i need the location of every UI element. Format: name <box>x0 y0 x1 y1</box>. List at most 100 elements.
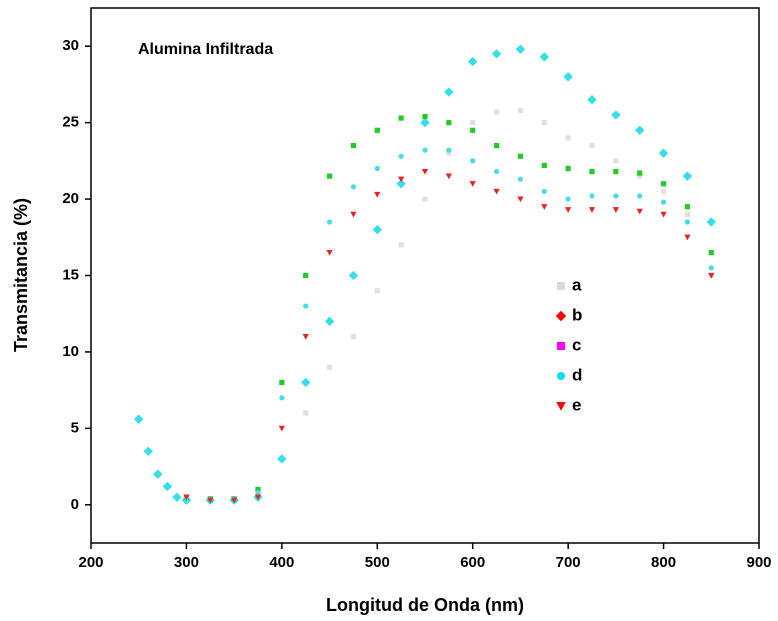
data-point <box>539 52 549 62</box>
data-point <box>517 107 524 114</box>
data-point <box>660 188 667 195</box>
data-point <box>396 179 406 189</box>
data-point <box>374 191 381 198</box>
data-point <box>588 207 596 213</box>
data-point <box>172 492 182 502</box>
data-point <box>255 489 261 496</box>
x-tick-label: 800 <box>651 554 676 571</box>
y-tick-label: 0 <box>71 496 79 513</box>
data-point <box>350 211 357 218</box>
data-point <box>658 148 669 158</box>
data-point <box>637 170 643 176</box>
data-point <box>183 494 190 501</box>
data-point <box>660 199 667 205</box>
data-point <box>541 162 547 169</box>
data-point <box>277 454 287 464</box>
data-point <box>445 173 452 180</box>
data-point <box>422 113 428 120</box>
x-tick-label: 700 <box>556 554 581 571</box>
data-point <box>326 219 333 225</box>
legend-marker <box>557 372 565 380</box>
data-point <box>469 181 476 187</box>
y-tick-label: 10 <box>62 343 79 360</box>
data-point <box>708 249 714 256</box>
legend-label: c <box>572 335 581 354</box>
data-point <box>493 142 500 149</box>
data-point <box>303 410 309 416</box>
y-tick-label: 25 <box>62 114 79 131</box>
data-point <box>446 150 452 156</box>
data-point <box>611 110 621 120</box>
data-point <box>301 377 311 388</box>
data-point <box>143 446 153 456</box>
x-tick-label: 900 <box>746 554 771 571</box>
data-point <box>398 153 404 159</box>
legend-marker <box>555 310 567 322</box>
data-point <box>515 44 526 54</box>
data-point <box>635 125 645 135</box>
legend-label: e <box>572 395 581 414</box>
data-point <box>279 395 285 401</box>
data-point <box>517 196 524 203</box>
data-point <box>660 211 667 218</box>
data-point <box>684 219 691 225</box>
data-point <box>708 265 714 271</box>
data-point <box>589 142 595 149</box>
data-point <box>374 127 380 133</box>
data-point <box>372 224 382 235</box>
data-point <box>350 334 357 340</box>
data-point <box>470 127 476 133</box>
data-point <box>350 184 357 190</box>
legend-marker <box>557 342 565 350</box>
data-point <box>541 204 548 210</box>
data-point <box>684 234 691 241</box>
data-point <box>636 208 643 215</box>
data-point <box>446 147 452 153</box>
data-point <box>231 497 238 504</box>
data-point <box>706 217 716 227</box>
y-tick-label: 15 <box>62 266 79 283</box>
data-point <box>422 147 428 153</box>
data-point <box>254 494 262 501</box>
plot-frame <box>90 7 760 544</box>
legend-label: d <box>572 365 582 384</box>
data-point <box>565 135 571 141</box>
data-point <box>302 334 309 340</box>
data-point <box>491 49 502 59</box>
data-point <box>613 193 619 199</box>
x-tick-label: 300 <box>174 554 199 571</box>
y-tick-label: 5 <box>71 419 79 436</box>
legend-label: a <box>572 275 582 294</box>
x-tick-label: 200 <box>78 554 103 571</box>
data-point <box>660 181 667 187</box>
data-point <box>541 188 547 195</box>
data-point <box>279 379 285 386</box>
data-point <box>255 486 261 493</box>
data-point <box>613 158 619 164</box>
data-point <box>470 120 476 126</box>
data-point <box>684 204 691 210</box>
data-point <box>682 171 693 181</box>
data-point <box>348 270 359 281</box>
data-point <box>420 117 430 128</box>
data-point <box>541 120 547 126</box>
y-tick-label: 20 <box>62 190 79 207</box>
annotation: Alumina Infiltrada <box>138 41 273 58</box>
data-point <box>470 158 476 164</box>
x-tick-label: 400 <box>269 554 294 571</box>
data-point <box>326 249 333 256</box>
data-point <box>708 272 715 279</box>
data-point <box>398 176 405 183</box>
data-point <box>422 196 428 202</box>
data-point <box>589 193 595 199</box>
data-point <box>563 72 573 82</box>
data-point <box>637 193 643 199</box>
data-point <box>326 364 333 370</box>
data-point <box>324 316 335 327</box>
data-point <box>421 168 429 175</box>
data-point <box>517 176 524 182</box>
data-point <box>207 497 214 504</box>
data-point <box>493 168 500 175</box>
data-point <box>446 120 452 126</box>
